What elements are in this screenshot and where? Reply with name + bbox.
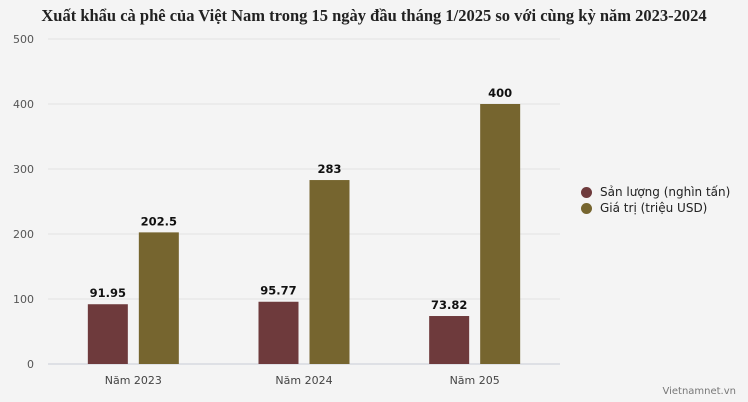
data-label: 91.95 bbox=[90, 286, 126, 300]
data-label: 73.82 bbox=[431, 298, 467, 312]
y-tick-label: 400 bbox=[13, 98, 34, 111]
x-tick-label: Năm 2023 bbox=[105, 374, 162, 387]
data-label: 95.77 bbox=[260, 284, 296, 298]
y-tick-label: 0 bbox=[27, 358, 34, 371]
x-tick-label: Năm 205 bbox=[450, 374, 500, 387]
bar bbox=[87, 304, 128, 364]
y-tick-label: 200 bbox=[13, 228, 34, 241]
chart-title: Xuất khẩu cà phê của Việt Nam trong 15 n… bbox=[41, 6, 707, 25]
y-tick-label: 500 bbox=[13, 33, 34, 46]
legend-label: Sản lượng (nghìn tấn) bbox=[600, 185, 731, 199]
data-label: 400 bbox=[488, 86, 512, 100]
legend-item-san-luong[interactable]: Sản lượng (nghìn tấn) bbox=[581, 184, 730, 200]
x-tick-label: Năm 2024 bbox=[275, 374, 332, 387]
bar bbox=[309, 180, 350, 364]
legend: Sản lượng (nghìn tấn) Giá trị (triệu USD… bbox=[581, 184, 730, 216]
data-label: 283 bbox=[317, 162, 341, 176]
y-tick-label: 100 bbox=[13, 293, 34, 306]
bar bbox=[429, 316, 470, 364]
bar bbox=[258, 301, 299, 364]
legend-item-gia-tri[interactable]: Giá trị (triệu USD) bbox=[581, 200, 730, 216]
legend-label: Giá trị (triệu USD) bbox=[600, 201, 708, 215]
bar bbox=[138, 232, 179, 364]
source-credit: Vietnamnet.vn bbox=[662, 386, 736, 397]
bar bbox=[480, 104, 521, 364]
y-tick-label: 300 bbox=[13, 163, 34, 176]
legend-marker bbox=[581, 202, 592, 214]
legend-marker bbox=[581, 186, 592, 198]
data-label: 202.5 bbox=[141, 214, 177, 228]
